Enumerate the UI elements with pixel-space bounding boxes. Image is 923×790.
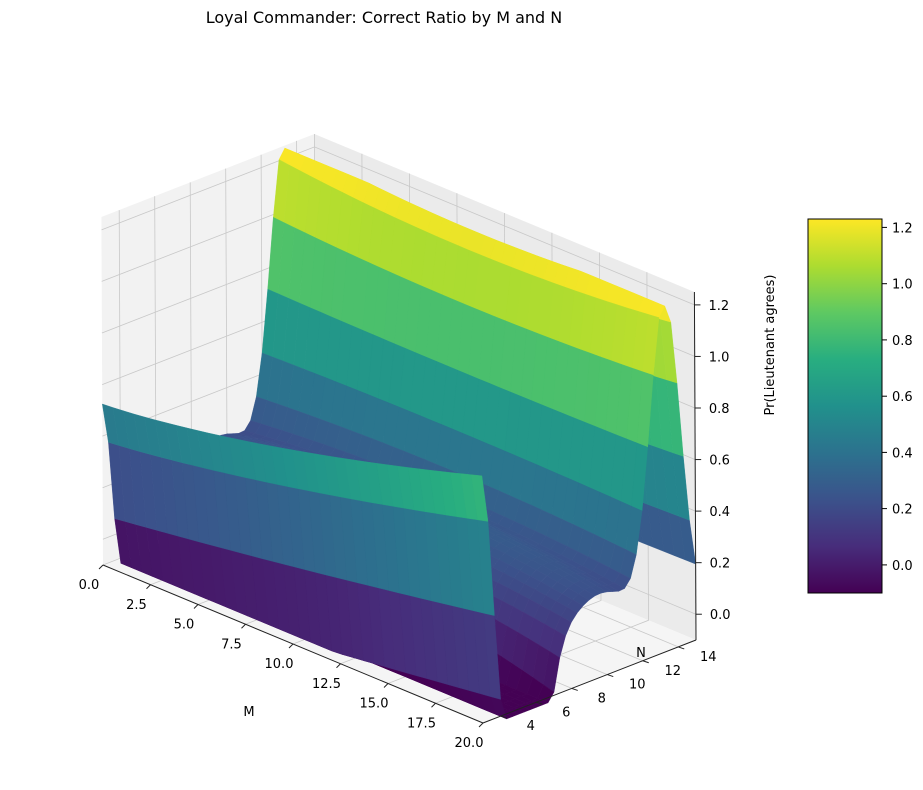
- x-tick-mark: [431, 702, 436, 708]
- y-tick-mark: [536, 701, 543, 705]
- colorbar-tick-label: 0.2: [892, 503, 913, 518]
- z-axis-label: Pr(Lieutenant agrees): [763, 274, 778, 415]
- surface-patch: [471, 474, 489, 522]
- colorbar: 0.0 0.2 0.4 0.6 0.8 1.0 1.2: [807, 218, 913, 594]
- x-tick-label: 0.0: [79, 578, 100, 593]
- x-tick-label: 7.5: [221, 637, 242, 652]
- x-tick-label: 5.0: [174, 618, 195, 633]
- z-tick-label: 0.0: [710, 608, 731, 623]
- y-tick-label: 10: [629, 678, 646, 693]
- x-tick-mark: [146, 584, 151, 590]
- y-tick-mark: [642, 660, 649, 664]
- z-tick-label: 0.6: [709, 454, 730, 469]
- colorbar-tick-label: 0.4: [892, 446, 913, 461]
- x-tick-label: 2.5: [126, 598, 147, 613]
- x-tick-mark: [98, 564, 104, 570]
- x-axis-label: M: [243, 705, 254, 720]
- tick-labels: 0.0 2.5 5.0 7.5 10.0 12.5 15.0 17.5 20.0 4 6 8 10 12 1…: [79, 299, 731, 751]
- y-tick-label: 6: [562, 705, 570, 720]
- x-tick-mark: [383, 683, 389, 688]
- x-tick-label: 12.5: [312, 677, 341, 692]
- z-tick-label: 1.0: [709, 350, 730, 365]
- y-tick-label: 4: [527, 719, 535, 734]
- colorbar-tick-label: 0.0: [892, 559, 913, 574]
- y-tick-label: 12: [665, 664, 682, 679]
- x-tick-mark: [193, 604, 199, 609]
- colorbar-tick-label: 0.6: [892, 390, 913, 405]
- x-tick-mark: [288, 643, 294, 649]
- y-tick-label: 14: [700, 650, 717, 665]
- colorbar-tick-label: 1.2: [892, 221, 913, 236]
- chart-title: Loyal Commander: Correct Ratio by M and …: [206, 8, 562, 27]
- x-tick-label: 20.0: [455, 736, 484, 751]
- z-axis-line: [693, 291, 697, 641]
- surface-plot: [102, 147, 696, 720]
- grid-line-z: [101, 146, 695, 306]
- y-axis-label: N: [636, 646, 646, 661]
- z-tick-label: 0.8: [709, 402, 730, 417]
- y-tick-mark: [571, 687, 578, 691]
- colorbar-tick-label: 1.0: [892, 278, 913, 293]
- x-tick-label: 10.0: [265, 657, 294, 672]
- x-tick-mark: [336, 663, 341, 669]
- y-tick-mark: [678, 646, 685, 650]
- y-axis-line: [482, 639, 697, 724]
- colorbar-tick-label: 0.8: [892, 334, 913, 349]
- z-tick-label: 0.2: [710, 557, 731, 572]
- z-tick-label: 1.2: [709, 299, 730, 314]
- x-tick-label: 17.5: [407, 716, 436, 731]
- x-tick-label: 15.0: [360, 697, 389, 712]
- colorbar-gradient: [807, 218, 883, 594]
- y-tick-label: 8: [598, 691, 606, 706]
- y-tick-mark: [607, 674, 614, 678]
- x-tick-mark: [478, 722, 484, 728]
- z-tick-label: 0.4: [709, 505, 730, 520]
- y-tick-mark: [500, 715, 507, 719]
- x-tick-mark: [241, 623, 246, 629]
